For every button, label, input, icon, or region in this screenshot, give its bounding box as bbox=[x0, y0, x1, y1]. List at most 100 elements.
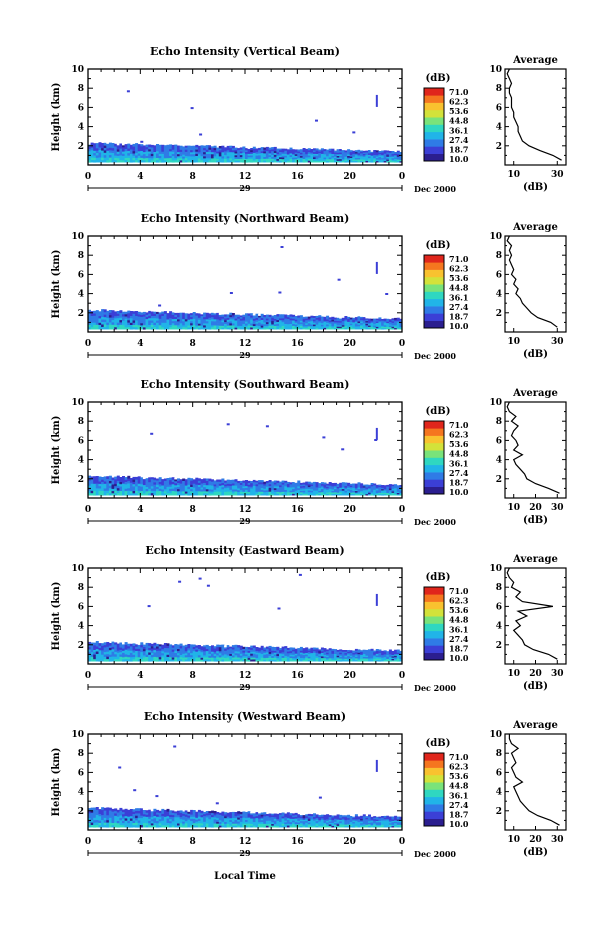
heatmap-cells bbox=[88, 423, 403, 496]
x-tick-label: 8 bbox=[190, 172, 196, 182]
panel-title: Echo Intensity (Northward Beam) bbox=[141, 212, 350, 225]
colorbar-swatch bbox=[424, 804, 444, 812]
x-tick-label: 8 bbox=[190, 671, 196, 681]
colorbar-swatch bbox=[424, 594, 444, 602]
colorbar-level-label: 44.8 bbox=[449, 615, 469, 625]
profile-x-tick-label: 30 bbox=[551, 337, 564, 347]
profile-y-tick-label: 8 bbox=[496, 251, 502, 261]
profile-x-label: (dB) bbox=[523, 681, 548, 692]
day-label: 29 bbox=[239, 516, 251, 526]
profile-x-tick-label: 10 bbox=[507, 503, 520, 513]
y-tick-label: 8 bbox=[78, 84, 84, 94]
colorbar-swatch bbox=[424, 608, 444, 617]
colorbar-level-label: 10.0 bbox=[449, 321, 469, 331]
colorbar-swatch bbox=[424, 102, 444, 111]
profile-y-tick-label: 8 bbox=[496, 84, 502, 94]
colorbar-swatch bbox=[424, 139, 444, 147]
x-tick-label: 0 bbox=[85, 671, 91, 681]
x-tick-label: 16 bbox=[291, 505, 304, 515]
colorbar-swatch bbox=[424, 131, 444, 140]
colorbar-swatch bbox=[424, 450, 444, 458]
colorbar-unit: (dB) bbox=[426, 406, 451, 417]
panel-title: Echo Intensity (Eastward Beam) bbox=[145, 544, 344, 557]
x-tick-label: 0 bbox=[85, 837, 91, 847]
colorbar-level-label: 27.4 bbox=[449, 634, 469, 644]
x-tick-label: 4 bbox=[137, 837, 143, 847]
y-tick-label: 4 bbox=[78, 290, 84, 300]
profile-y-tick-label: 10 bbox=[489, 398, 502, 408]
y-tick-label: 8 bbox=[78, 251, 84, 261]
profile-y-tick-label: 6 bbox=[496, 270, 502, 280]
colorbar-swatch bbox=[424, 464, 444, 473]
profile-frame bbox=[504, 733, 567, 831]
x-tick-label: 20 bbox=[343, 671, 356, 681]
profile-y-tick-label: 4 bbox=[496, 788, 502, 798]
profile-y-tick-label: 2 bbox=[496, 807, 502, 817]
y-tick-label: 4 bbox=[78, 788, 84, 798]
profile-x-tick-label: 10 bbox=[507, 170, 520, 180]
colorbar-swatch bbox=[424, 645, 444, 653]
colorbar-swatch bbox=[424, 472, 444, 480]
colorbar-level-label: 27.4 bbox=[449, 302, 469, 312]
colorbar-swatch bbox=[424, 298, 444, 307]
x-tick-label: 0 bbox=[399, 837, 405, 847]
colorbar-level-label: 44.8 bbox=[449, 449, 469, 459]
y-axis-label: Height (km) bbox=[51, 250, 62, 319]
y-tick-label: 2 bbox=[78, 641, 84, 651]
colorbar-swatch bbox=[424, 630, 444, 639]
heatmap-cells bbox=[88, 573, 403, 662]
profile-x-tick-label: 20 bbox=[529, 669, 542, 679]
profile-frame bbox=[504, 567, 567, 665]
colorbar-level-label: 27.4 bbox=[449, 800, 469, 810]
x-tick-label: 8 bbox=[190, 837, 196, 847]
colorbar-level-label: 53.6 bbox=[449, 439, 469, 449]
colorbar-level-label: 71.0 bbox=[449, 586, 469, 596]
x-tick-label: 16 bbox=[291, 671, 304, 681]
profile-title: Average bbox=[512, 720, 558, 731]
y-tick-label: 8 bbox=[78, 417, 84, 427]
x-tick-label: 8 bbox=[190, 339, 196, 349]
y-tick-label: 6 bbox=[78, 602, 84, 612]
date-label: Dec 2000 bbox=[414, 849, 456, 859]
profile-x-tick-label: 30 bbox=[551, 669, 564, 679]
heatmap-cells bbox=[88, 745, 403, 828]
date-label: Dec 2000 bbox=[414, 683, 456, 693]
colorbar-level-label: 62.3 bbox=[449, 430, 469, 440]
colorbar-level-label: 71.0 bbox=[449, 420, 469, 430]
heatmap-cells bbox=[88, 90, 403, 163]
profile-y-tick-label: 10 bbox=[489, 232, 502, 242]
y-tick-label: 6 bbox=[78, 103, 84, 113]
y-tick-label: 10 bbox=[71, 564, 84, 574]
colorbar-level-label: 10.0 bbox=[449, 154, 469, 164]
colorbar-swatch bbox=[424, 291, 444, 300]
colorbar-swatch bbox=[424, 109, 444, 118]
colorbar-frame bbox=[423, 586, 445, 661]
profile-title: Average bbox=[512, 222, 558, 233]
profile-y-tick-label: 8 bbox=[496, 583, 502, 593]
profile-x-tick-label: 20 bbox=[529, 503, 542, 513]
colorbar-level-label: 62.3 bbox=[449, 596, 469, 606]
colorbar-swatch bbox=[424, 616, 444, 624]
panel-3: Echo Intensity (Eastward Beam) 2 4 6 8 10 Heig… bbox=[51, 544, 567, 693]
colorbar-swatch bbox=[424, 811, 444, 819]
profile-x-label: (dB) bbox=[523, 182, 548, 193]
y-tick-label: 10 bbox=[71, 232, 84, 242]
day-label: 29 bbox=[239, 183, 251, 193]
colorbar-level-label: 27.4 bbox=[449, 135, 469, 145]
profile-y-tick-label: 6 bbox=[496, 768, 502, 778]
colorbar-swatch bbox=[424, 124, 444, 133]
profile-y-tick-label: 4 bbox=[496, 290, 502, 300]
y-axis-label: Height (km) bbox=[51, 748, 62, 817]
colorbar-level-label: 44.8 bbox=[449, 283, 469, 293]
x-tick-label: 0 bbox=[399, 339, 405, 349]
colorbar-swatch bbox=[424, 767, 444, 776]
y-tick-label: 6 bbox=[78, 270, 84, 280]
y-axis-label: Height (km) bbox=[51, 83, 62, 152]
panel-1: Echo Intensity (Northward Beam) 2 4 6 8 10 Hei… bbox=[51, 212, 567, 361]
colorbar-swatch bbox=[424, 269, 444, 278]
y-tick-label: 2 bbox=[78, 475, 84, 485]
colorbar-frame bbox=[423, 87, 445, 162]
profile-y-tick-label: 4 bbox=[496, 123, 502, 133]
x-tick-label: 16 bbox=[291, 837, 304, 847]
colorbar-level-label: 36.1 bbox=[449, 790, 468, 800]
